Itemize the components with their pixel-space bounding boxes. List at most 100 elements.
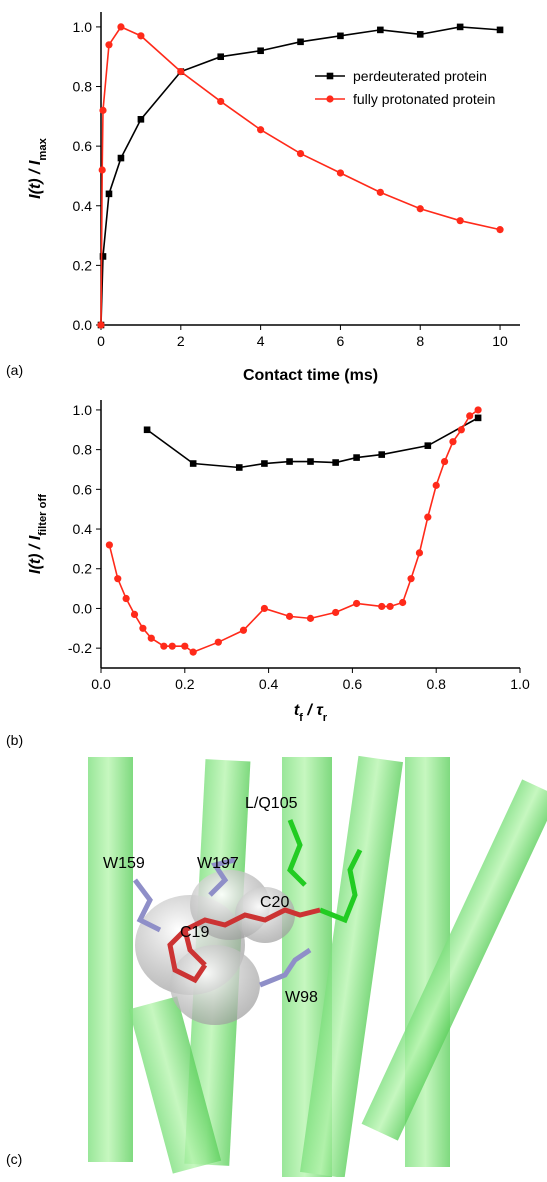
residue-label: W159 — [103, 855, 145, 872]
x-axis-label: Contact time (ms) — [243, 367, 378, 384]
residue-stick — [259, 947, 312, 988]
point — [332, 608, 340, 617]
label-subscript: max — [37, 137, 49, 160]
vdw-sphere — [235, 887, 295, 943]
point — [117, 154, 125, 162]
x-tick-label: 4 — [257, 333, 265, 349]
y-axis-label: I(t) / Ifilter off — [27, 494, 49, 574]
point — [386, 602, 394, 611]
point — [432, 481, 440, 489]
y-tick-label: 1.0 — [73, 402, 93, 418]
helix — [300, 755, 404, 1179]
helix — [128, 996, 222, 1174]
x-tick-label: 1.0 — [510, 676, 530, 692]
point — [189, 648, 197, 656]
point — [147, 634, 155, 642]
point — [261, 460, 268, 467]
x-tick-label: 0 — [97, 333, 105, 349]
point — [474, 406, 482, 414]
point — [416, 31, 424, 38]
point — [97, 321, 105, 329]
point — [114, 575, 122, 583]
point — [332, 459, 339, 466]
x-tick-label: 8 — [416, 333, 424, 349]
point — [424, 442, 432, 449]
point — [424, 513, 432, 521]
point — [177, 68, 185, 76]
point — [297, 38, 304, 46]
point — [378, 451, 386, 458]
y-tick-label: 0.0 — [73, 600, 93, 616]
point — [235, 464, 243, 471]
residue-label: C19 — [180, 924, 209, 941]
point — [377, 26, 384, 34]
retinal-stick — [182, 907, 321, 967]
point — [306, 614, 315, 622]
residue-stick — [287, 819, 307, 887]
point — [122, 594, 130, 603]
y-tick-label: 0.8 — [73, 79, 93, 95]
y-tick-label: 0.2 — [73, 561, 93, 577]
point — [286, 458, 293, 465]
x-tick-label: 0.8 — [426, 676, 446, 692]
legend-label: fully protonated protein — [353, 91, 495, 107]
x-tick-label: 0.2 — [175, 676, 195, 692]
x-tick-label: 10 — [492, 333, 508, 349]
point — [139, 624, 147, 632]
point — [239, 626, 248, 634]
x-tick-label: 0.0 — [91, 676, 111, 692]
point — [98, 166, 106, 174]
point — [189, 460, 197, 467]
point — [376, 188, 384, 196]
panel-label: (b) — [6, 732, 23, 748]
retinal-ring — [167, 928, 208, 984]
point — [130, 610, 139, 619]
point — [296, 149, 305, 158]
vdw-sphere — [170, 945, 260, 1025]
y-tick-label: 1.0 — [73, 19, 93, 35]
x-tick-label: 6 — [337, 333, 345, 349]
label-text: / τ — [303, 702, 324, 719]
y-tick-label: 0.2 — [73, 257, 93, 273]
label-text: I(t) / I — [27, 535, 44, 574]
point — [105, 541, 113, 549]
point — [456, 23, 464, 31]
point — [217, 53, 225, 61]
point — [415, 549, 424, 557]
y-tick-label: 0.6 — [73, 481, 93, 497]
y-tick-label: 0.4 — [73, 198, 93, 214]
label-text: I(t) / I — [27, 160, 44, 199]
y-tick-label: 0.4 — [73, 521, 93, 537]
x-tick-label: 0.4 — [259, 676, 279, 692]
point — [440, 457, 449, 466]
point — [378, 602, 386, 611]
point — [416, 205, 424, 213]
point — [181, 642, 189, 650]
point — [407, 575, 415, 583]
point — [285, 612, 294, 620]
legend-label: perdeuterated protein — [353, 68, 487, 84]
y-tick-label: -0.2 — [68, 640, 92, 656]
point — [217, 97, 225, 106]
point — [474, 414, 482, 422]
residue-stick — [133, 878, 162, 933]
point — [137, 32, 145, 40]
point — [352, 599, 361, 608]
point — [399, 598, 407, 607]
point — [99, 253, 107, 260]
residue-label: W197 — [197, 855, 239, 872]
panel-label: (a) — [6, 362, 23, 378]
point — [466, 412, 474, 420]
residue-label: W98 — [285, 989, 318, 1006]
y-axis-label: I(t) / Imax — [27, 137, 49, 198]
label-subscript: filter off — [37, 494, 49, 536]
point — [260, 604, 269, 613]
x-tick-label: 0.6 — [343, 676, 363, 692]
point — [457, 426, 465, 434]
point — [336, 169, 345, 177]
point — [143, 426, 151, 434]
helix — [361, 779, 547, 1141]
x-tick-label: 2 — [177, 333, 185, 349]
legend-marker — [326, 72, 334, 80]
